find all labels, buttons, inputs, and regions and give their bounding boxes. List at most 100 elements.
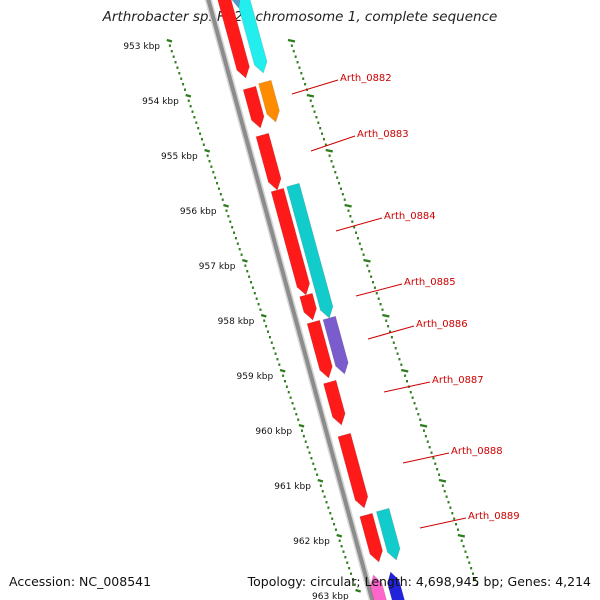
gene-arrow[interactable] — [387, 571, 407, 600]
gene-arrow[interactable] — [337, 432, 369, 509]
accession-text: Accession: NC_008541 — [9, 574, 152, 589]
scale-dot — [302, 77, 305, 80]
scale-dot — [353, 226, 356, 229]
scale-dot — [415, 407, 418, 410]
scale-dot — [323, 495, 326, 498]
scale-dot — [404, 374, 407, 377]
label-leader-line — [291, 79, 339, 95]
gene-arrow[interactable] — [235, 0, 268, 74]
scale-dot — [208, 160, 211, 163]
scale-dot — [426, 440, 429, 443]
gene-label[interactable]: Arth_0884 — [384, 211, 436, 222]
scale-dot — [200, 138, 203, 141]
gene-arrow[interactable] — [270, 187, 311, 296]
scale-dot — [221, 198, 224, 201]
scale-dot — [195, 121, 198, 124]
scale-dot — [236, 242, 239, 245]
gene-label[interactable]: Arth_0887 — [432, 375, 484, 386]
scale-dot — [455, 523, 458, 526]
gene-arrow[interactable] — [322, 315, 349, 375]
scale-tick-label: 958 kbp — [218, 317, 255, 327]
scale-dot — [336, 176, 339, 179]
gene-arrow[interactable] — [286, 182, 334, 319]
scale-tick — [419, 423, 428, 428]
gene-label[interactable]: Arth_0883 — [357, 129, 409, 140]
scale-dot — [456, 528, 459, 531]
scale-dot — [183, 88, 186, 91]
scale-dot — [263, 319, 266, 322]
gene-arrow[interactable] — [299, 292, 317, 321]
scale-dot — [331, 517, 334, 520]
scale-dot — [347, 209, 350, 212]
gene-arrow[interactable] — [323, 379, 346, 426]
scale-dot — [229, 220, 232, 223]
gene-label[interactable]: Arth_0889 — [468, 511, 520, 522]
scale-dot — [348, 567, 351, 570]
label-leader-line — [310, 135, 356, 152]
scale-tick — [185, 93, 192, 98]
gene-arrow[interactable] — [216, 0, 250, 79]
scale-dot — [298, 66, 301, 69]
scale-dot — [168, 44, 171, 47]
scale-dot — [341, 193, 344, 196]
scale-tick — [457, 533, 466, 538]
scale-dot — [368, 270, 371, 273]
scale-dot — [392, 341, 395, 344]
scale-dot — [180, 77, 183, 80]
scale-dot — [338, 539, 341, 542]
scale-dot — [300, 72, 303, 75]
label-leader-line — [355, 283, 403, 297]
scale-dot — [274, 352, 277, 355]
scale-dot — [460, 539, 463, 542]
scale-dot — [191, 110, 194, 113]
scale-tick — [279, 368, 286, 373]
gene-label[interactable]: Arth_0886 — [416, 319, 468, 330]
scale-dot — [346, 561, 349, 564]
scale-dot — [314, 468, 317, 471]
scale-dot — [372, 281, 375, 284]
scale-tick — [241, 258, 248, 263]
scale-dot — [445, 495, 448, 498]
scale-dot — [330, 160, 333, 163]
gene-label[interactable]: Arth_0888 — [451, 446, 503, 457]
scale-tick — [204, 148, 211, 153]
scale-dot — [351, 578, 354, 581]
scale-dot — [377, 297, 380, 300]
scale-dot — [270, 341, 273, 344]
scale-dot — [360, 248, 363, 251]
gene-arrow[interactable] — [255, 132, 282, 191]
gene-arrow[interactable] — [258, 79, 280, 123]
scale-dot — [287, 391, 290, 394]
scale-tick — [223, 203, 229, 208]
gene-arrow[interactable] — [242, 85, 265, 129]
scale-dot — [355, 231, 358, 234]
scale-dot — [214, 176, 217, 179]
scale-tick — [363, 258, 371, 263]
gene-label[interactable]: Arth_0882 — [340, 73, 392, 84]
label-leader-line — [383, 381, 431, 393]
scale-dot — [334, 528, 337, 531]
gene-arrow[interactable] — [375, 507, 401, 561]
gene-arrow[interactable] — [227, 0, 241, 9]
scale-dot — [206, 154, 209, 157]
scale-dot — [296, 61, 299, 64]
gene-arrow[interactable] — [306, 319, 333, 379]
scale-dot — [453, 517, 456, 520]
scale-dot — [472, 572, 475, 575]
scale-dot — [436, 468, 439, 471]
scale-dot — [338, 182, 341, 185]
scale-dot — [246, 270, 249, 273]
gene-arrow[interactable] — [359, 512, 383, 563]
scale-dot — [419, 418, 422, 421]
scale-dot — [187, 99, 190, 102]
scale-dot — [398, 358, 401, 361]
scale-tick-label: 956 kbp — [180, 207, 217, 217]
scale-tick — [382, 313, 390, 318]
scale-dot — [473, 578, 476, 581]
scale-tick — [166, 38, 173, 43]
gene-label[interactable]: Arth_0885 — [404, 277, 456, 288]
gene-arrow[interactable] — [369, 574, 389, 600]
scale-dot — [339, 187, 342, 190]
scale-dot — [294, 55, 297, 58]
scale-tick — [336, 533, 343, 538]
